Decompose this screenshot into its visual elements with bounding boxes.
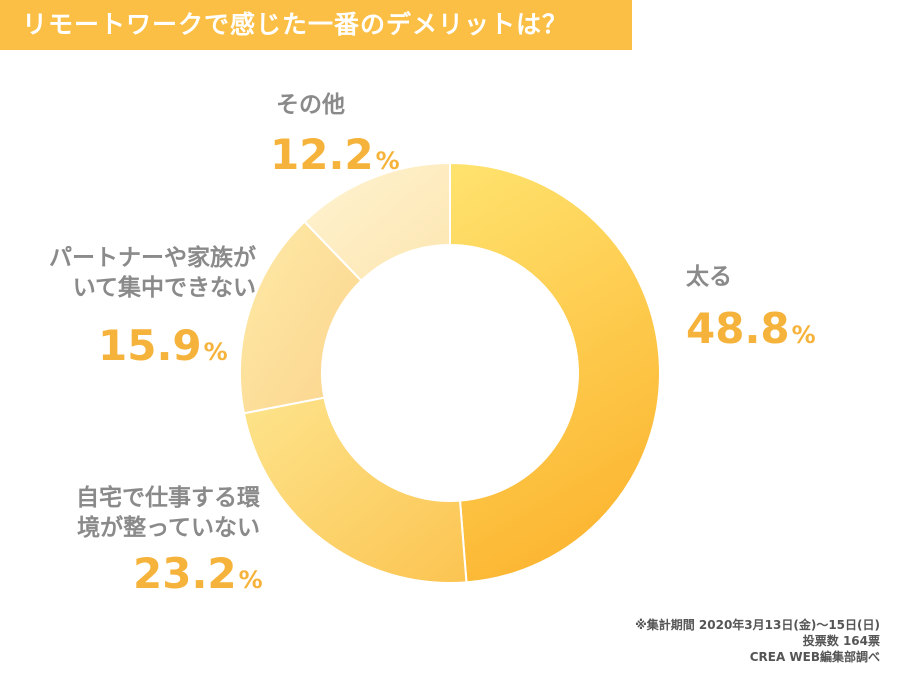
slice-other xyxy=(303,161,451,283)
survey-period: ※集計期間 2020年3月13日(金)〜15日(日) xyxy=(635,618,880,632)
label-home-environment: 自宅で仕事する環 境が整っていない xyxy=(76,485,260,541)
value-label-family-distraction: 15.9% xyxy=(98,321,228,370)
chart-title: リモートワークで感じた一番のデメリットは？ xyxy=(0,0,632,50)
value-label-other: 12.2% xyxy=(270,130,400,179)
label-futoru: 太る xyxy=(686,264,732,290)
label-family-distraction: パートナーや家族が いて集中できない xyxy=(49,245,256,301)
value-label-home-environment: 23.2% xyxy=(133,549,263,598)
value-label-futoru: 48.8% xyxy=(686,304,816,353)
vote-count: 投票数 164票 xyxy=(802,634,880,648)
slice-home-environment xyxy=(242,396,468,584)
slice-futoru xyxy=(449,161,661,584)
label-other: その他 xyxy=(276,92,345,118)
survey-source: CREA WEB編集部調べ xyxy=(749,650,880,664)
survey-note: ※集計期間 2020年3月13日(金)〜15日(日) 投票数 164票 CREA… xyxy=(635,617,880,665)
